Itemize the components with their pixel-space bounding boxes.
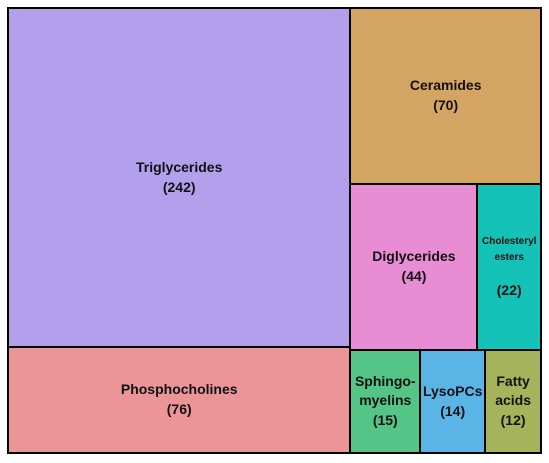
treemap-cell: LysoPCs (14) bbox=[419, 348, 487, 454]
cell-value: (12) bbox=[500, 412, 526, 429]
treemap-cell: Diglycerides (44) bbox=[349, 182, 479, 351]
cell-label: Diglycerides bbox=[372, 248, 456, 265]
treemap-cell: Cholesteryl esters (22) bbox=[476, 182, 542, 351]
treemap-cell: Fatty acids (12) bbox=[484, 348, 542, 454]
cell-value: (242) bbox=[162, 178, 196, 195]
cell-value: (22) bbox=[496, 281, 522, 298]
treemap-cell: Sphingo- myelins (15) bbox=[349, 348, 422, 454]
cell-label: Cholesteryl esters bbox=[481, 235, 537, 263]
cell-label: Phosphocholines bbox=[120, 381, 238, 398]
cell-value: (15) bbox=[372, 412, 398, 429]
cell-label: Fatty acids bbox=[495, 373, 531, 409]
treemap-cell: Ceramides (70) bbox=[349, 7, 542, 185]
cell-label: LysoPCs bbox=[422, 382, 483, 399]
cell-label: Ceramides bbox=[409, 77, 482, 94]
cell-value: (14) bbox=[440, 402, 466, 419]
cell-label: Triglycerides bbox=[136, 158, 223, 175]
cell-value: (44) bbox=[401, 268, 427, 285]
cell-label: Sphingo- myelins bbox=[354, 373, 416, 409]
treemap-cell: Triglycerides (242) bbox=[7, 7, 352, 348]
treemap-cell: Phosphocholines (76) bbox=[7, 345, 352, 454]
cell-value: (76) bbox=[166, 401, 192, 418]
cell-value: (70) bbox=[433, 97, 459, 114]
